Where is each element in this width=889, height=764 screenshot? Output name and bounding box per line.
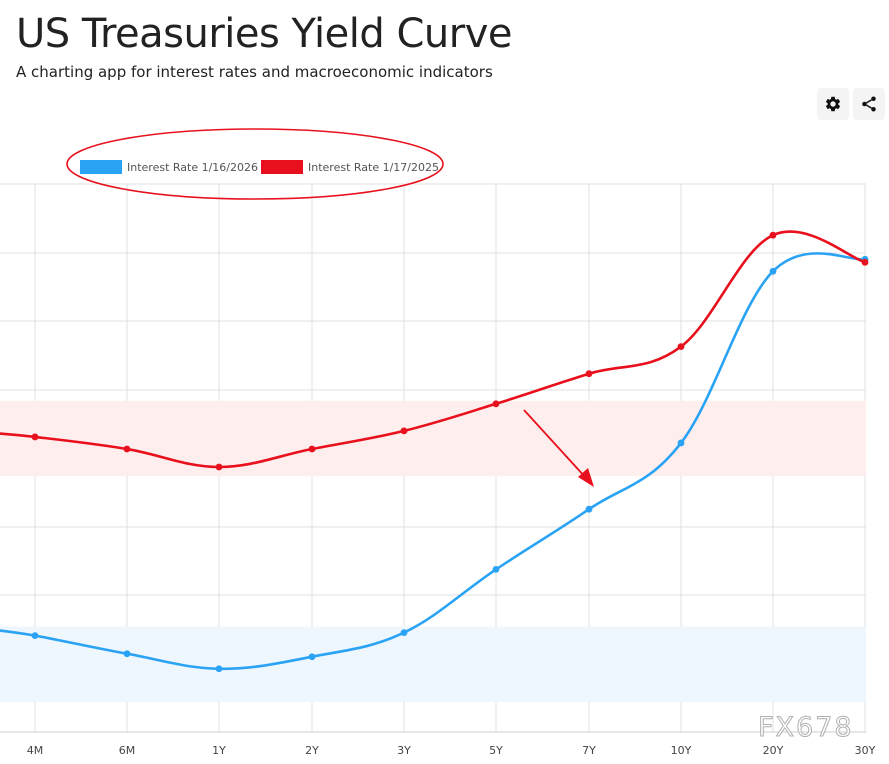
- series-1-point-3Y: [400, 427, 408, 435]
- gear-icon: [825, 96, 841, 112]
- x-tick-label-5Y: 5Y: [489, 744, 503, 757]
- chart-annotations: [66, 128, 594, 487]
- x-tick-label-4M: 4M: [27, 744, 44, 757]
- legend-swatch-0: [80, 160, 122, 174]
- page-subtitle: A charting app for interest rates and ma…: [16, 63, 493, 81]
- series-0-point-20Y: [769, 267, 777, 275]
- legend-label-0: Interest Rate 1/16/2026: [127, 161, 258, 174]
- series-0-point-10Y: [677, 439, 685, 447]
- x-axis-ticks: 4M 6M 1Y 2Y 3Y 5Y 7Y 10Y 20Y 30Y: [27, 744, 876, 757]
- x-tick-label-10Y: 10Y: [671, 744, 692, 757]
- series-0-point-7Y: [585, 505, 593, 513]
- chart-legend: Interest Rate 1/16/2026 Interest Rate 1/1…: [80, 160, 439, 174]
- x-tick-label-7Y: 7Y: [582, 744, 596, 757]
- series-1-point-30Y: [861, 258, 869, 266]
- series-1-point-5Y: [492, 400, 500, 408]
- series-0-point-1Y: [215, 665, 223, 673]
- band-0: [0, 626, 866, 702]
- x-tick-label-3Y: 3Y: [397, 744, 411, 757]
- chart-series: [0, 230, 869, 673]
- x-tick-label-2Y: 2Y: [305, 744, 319, 757]
- series-0-point-3Y: [400, 629, 408, 637]
- legend-label-1: Interest Rate 1/17/2025: [308, 161, 439, 174]
- series-1-point-20Y: [769, 231, 777, 239]
- legend-highlight-ellipse: [66, 128, 444, 200]
- watermark: FX678: [758, 712, 854, 744]
- series-0-point-2Y: [308, 653, 316, 661]
- x-tick-label-6M: 6M: [119, 744, 136, 757]
- chart-bands: [0, 400, 866, 702]
- series-line-1: [0, 230, 866, 469]
- x-tick-label-20Y: 20Y: [763, 744, 784, 757]
- series-1-point-6M: [123, 445, 131, 453]
- series-1-point-2Y: [308, 445, 316, 453]
- settings-button[interactable]: [817, 88, 849, 120]
- share-icon: [862, 96, 876, 112]
- series-1-point-7Y: [585, 370, 593, 378]
- x-tick-label-1Y: 1Y: [212, 744, 226, 757]
- annotation-arrow-head: [578, 468, 594, 487]
- series-1-point-10Y: [677, 343, 685, 350]
- series-0-point-5Y: [492, 566, 500, 573]
- series-0-point-4M: [31, 632, 39, 640]
- annotation-arrow-shaft: [523, 409, 587, 479]
- x-tick-label-30Y: 30Y: [855, 744, 876, 757]
- legend-swatch-1: [261, 160, 303, 174]
- series-1-point-4M: [31, 433, 39, 441]
- share-button[interactable]: [853, 88, 885, 120]
- page-title: US Treasuries Yield Curve: [16, 11, 513, 57]
- band-1: [0, 400, 866, 477]
- series-1-point-1Y: [215, 463, 223, 471]
- series-0-point-6M: [123, 650, 131, 658]
